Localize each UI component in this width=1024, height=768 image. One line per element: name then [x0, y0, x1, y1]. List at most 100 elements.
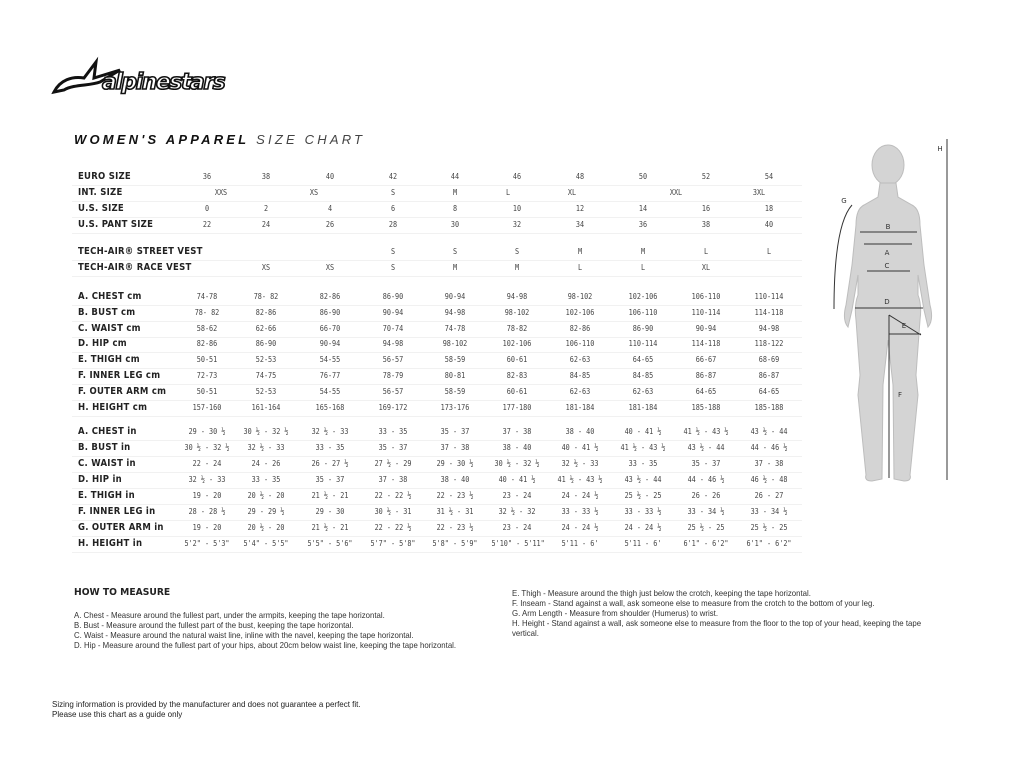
disclaimer: Sizing information is provided by the ma… [52, 700, 361, 720]
table-row: C. WAIST in 22 - 24 24 - 26 26 - 27 ½ 27 ½ -… [72, 456, 802, 473]
table-cell: 33 - 34 ½ [750, 507, 788, 516]
row-label: TECH-AIR® STREET VEST [78, 246, 203, 257]
table-cell: 110-114 [628, 339, 658, 348]
table-cell: 44 - 46 ½ [687, 475, 725, 484]
table-cell: 102-106 [502, 339, 532, 348]
table-cell: 94-98 [382, 339, 404, 348]
table-cell: 31 ½ - 31 [436, 507, 474, 516]
table-cell: 20 ½ - 20 [247, 523, 285, 532]
table-cell: 21 ½ - 21 [311, 491, 349, 500]
title-bold: WOMEN'S APPAREL [74, 132, 250, 147]
table-row: E. THIGH in 19 - 20 20 ½ - 20 21 ½ - 21 22 -… [72, 488, 802, 505]
table-cell: 173-176 [440, 403, 470, 412]
table-cell: 43 ½ - 44 [624, 475, 662, 484]
table-cell: 98-102 [504, 308, 530, 317]
table-cell: L [766, 247, 772, 256]
table-cell: 185-188 [754, 403, 784, 412]
table-cell: 106-110 [691, 292, 721, 301]
table-cell: 36 [638, 220, 648, 229]
table-cell: 6 [390, 204, 396, 213]
measure-inseam: F. Inseam - Stand against a wall, ask so… [512, 598, 875, 608]
table-cell: M [640, 247, 646, 256]
svg-text:alpinestars: alpinestars [102, 70, 226, 95]
table-cell: 90-94 [319, 339, 341, 348]
table-cell: 28 - 28 ½ [188, 507, 226, 516]
table-cell: 70-74 [382, 324, 404, 333]
measure-arm: G. Arm Length - Measure from shoulder (H… [512, 608, 718, 618]
table-cell: XL [567, 188, 577, 197]
how-to-measure-heading: HOW TO MEASURE [74, 587, 171, 598]
label-d: D [884, 298, 889, 306]
table-cell: 76-77 [319, 371, 341, 380]
table-cell: M [577, 247, 583, 256]
table-cell: 56-57 [382, 387, 404, 396]
label-c: C [885, 262, 890, 270]
table-cell: 27 ½ - 29 [374, 459, 412, 468]
row-label: U.S. SIZE [78, 203, 124, 214]
table-cell: 86-90 [255, 339, 277, 348]
row-label: B. BUST cm [78, 307, 136, 318]
table-cell: 72-73 [196, 371, 218, 380]
table-cell: 46 [512, 172, 522, 181]
table-cell: 33 - 35 [628, 459, 658, 468]
table-cell: 74-75 [255, 371, 277, 380]
table-cell: 114-118 [754, 308, 784, 317]
label-g: G [841, 197, 846, 205]
table-cell: 62-66 [255, 324, 277, 333]
table-cell: 62-63 [632, 387, 654, 396]
table-cell: L [640, 263, 646, 272]
row-label: E. THIGH cm [78, 354, 140, 365]
table-row: H. HEIGHT cm 157-160 161-164 165-168 169-172… [72, 400, 802, 417]
table-row: F. OUTER ARM cm 50-51 52-53 54-55 56-57 58-59… [72, 384, 802, 401]
table-cell: 169-172 [378, 403, 408, 412]
table-cell: 32 ½ - 33 [311, 427, 349, 436]
table-cell: 24 - 24 ½ [561, 491, 599, 500]
measure-height-cont: vertical. [512, 628, 539, 638]
row-label: TECH-AIR® RACE VEST [78, 262, 192, 273]
table-cell: 6'1" - 6'2" [683, 539, 729, 548]
table-cell: 25 ½ - 25 [750, 523, 788, 532]
table-cell: 22 - 22 ½ [374, 491, 412, 500]
row-label: F. OUTER ARM cm [78, 386, 167, 397]
table-cell: 38 [261, 172, 271, 181]
table-cell: 5'4" - 5'5" [243, 539, 289, 548]
table-cell: 60-61 [506, 355, 528, 364]
table-cell: 44 [450, 172, 460, 181]
table-cell: 38 - 40 [565, 427, 595, 436]
table-cell: 42 [388, 172, 398, 181]
body-silhouette [843, 144, 933, 482]
table-cell: 48 [575, 172, 585, 181]
table-cell: 80-81 [444, 371, 466, 380]
table-cell: 5'11 - 6' [624, 539, 662, 548]
table-cell: 32 ½ - 33 [561, 459, 599, 468]
table-cell: 5'8" - 5'9" [432, 539, 478, 548]
table-cell: 84-85 [632, 371, 654, 380]
table-cell: 33 - 33 ½ [624, 507, 662, 516]
measure-height: H. Height - Stand against a wall, ask so… [512, 618, 922, 628]
table-cell: 102-106 [565, 308, 595, 317]
table-cell: 28 [388, 220, 398, 229]
table-cell: XL [701, 263, 711, 272]
table-cell: 66-70 [319, 324, 341, 333]
row-label: F. INNER LEG in [78, 506, 156, 517]
table-row: B. BUST cm 78- 82 82-86 86-90 90-94 94-98 98-1… [72, 305, 802, 322]
table-cell: 62-63 [569, 355, 591, 364]
table-cell: 58-59 [444, 387, 466, 396]
table-cell: 84-85 [569, 371, 591, 380]
measure-waist: C. Waist - Measure around the natural wa… [74, 630, 414, 640]
table-cell: 23 - 24 [502, 523, 532, 532]
table-cell: 22 - 24 [192, 459, 222, 468]
table-row: U.S. SIZE 0 2 4 6 8 10 12 14 16 18 [72, 201, 802, 218]
table-row: B. BUST in 30 ½ - 32 ½ 32 ½ - 33 33 - 35 35 … [72, 440, 802, 457]
table-cell: 60-61 [506, 387, 528, 396]
table-cell: 177-180 [502, 403, 532, 412]
table-cell: 78-79 [382, 371, 404, 380]
table-cell: 86-90 [319, 308, 341, 317]
table-cell: 181-184 [565, 403, 595, 412]
table-cell: 54 [764, 172, 774, 181]
table-cell: 50-51 [196, 355, 218, 364]
table-cell: S [390, 188, 396, 197]
table-cell: 54-55 [319, 355, 341, 364]
table-cell: 165-168 [315, 403, 345, 412]
table-cell: 64-65 [758, 387, 780, 396]
